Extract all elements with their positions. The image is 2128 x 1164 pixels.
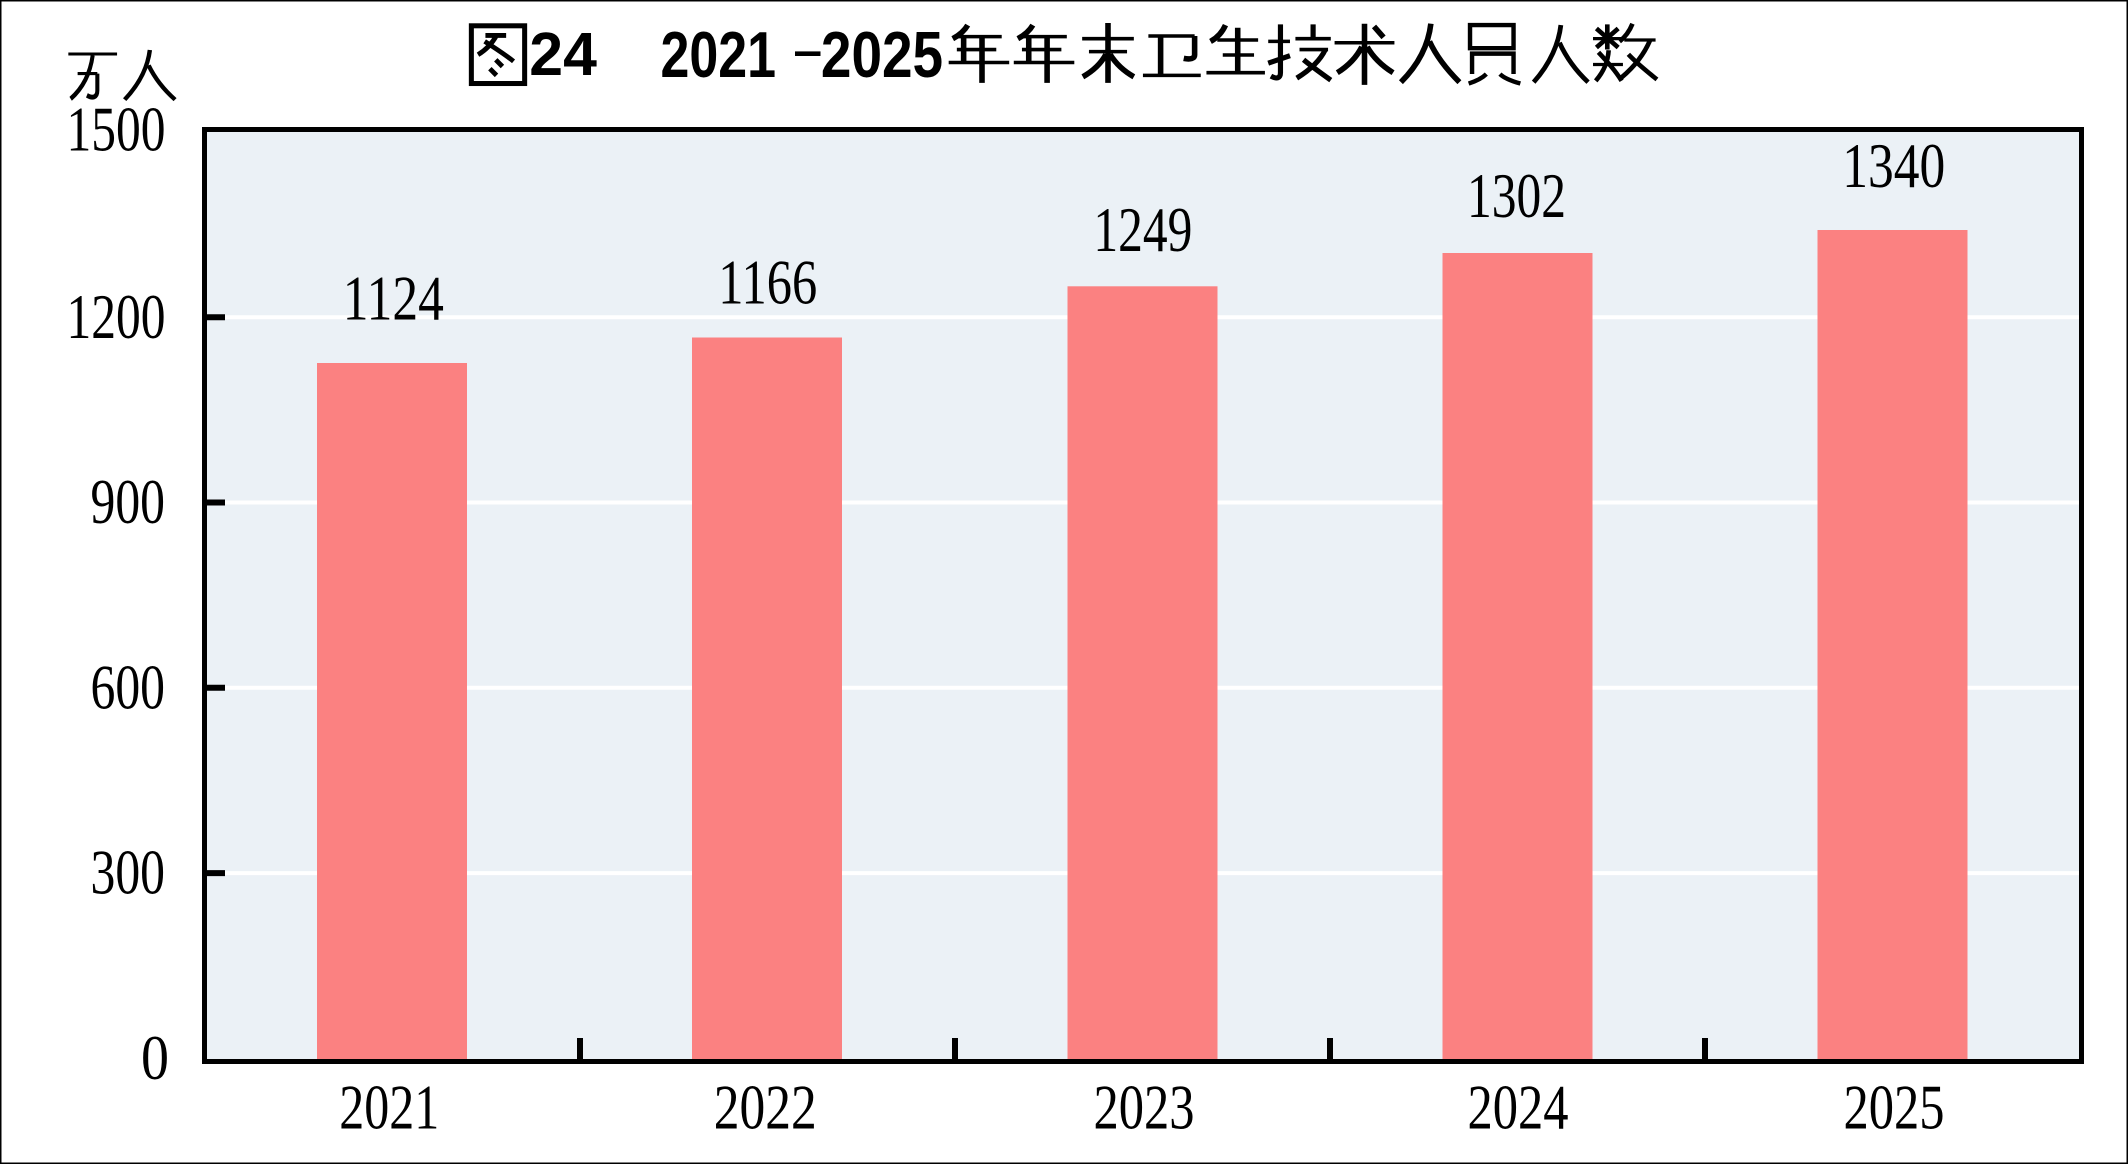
svg-text:1302: 1302 xyxy=(1467,161,1566,231)
svg-text:1166: 1166 xyxy=(718,248,817,318)
svg-text:900: 900 xyxy=(91,467,166,537)
svg-text:1200: 1200 xyxy=(67,282,166,352)
svg-text:600: 600 xyxy=(91,652,166,722)
svg-text:2021: 2021 xyxy=(661,18,777,91)
svg-text:1500: 1500 xyxy=(67,95,166,165)
svg-text:2025: 2025 xyxy=(1844,1072,1945,1142)
svg-text:2021: 2021 xyxy=(339,1072,439,1142)
svg-text:1124: 1124 xyxy=(343,264,444,334)
svg-text:300: 300 xyxy=(91,838,166,908)
svg-text:2022: 2022 xyxy=(714,1072,817,1142)
svg-text:1249: 1249 xyxy=(1093,195,1192,265)
svg-text:0: 0 xyxy=(141,1023,169,1093)
svg-text:2024: 2024 xyxy=(1468,1072,1569,1142)
svg-text:1340: 1340 xyxy=(1842,131,1945,201)
svg-text:24: 24 xyxy=(529,20,597,88)
svg-text:2025: 2025 xyxy=(821,18,943,91)
svg-text:2023: 2023 xyxy=(1094,1072,1195,1142)
